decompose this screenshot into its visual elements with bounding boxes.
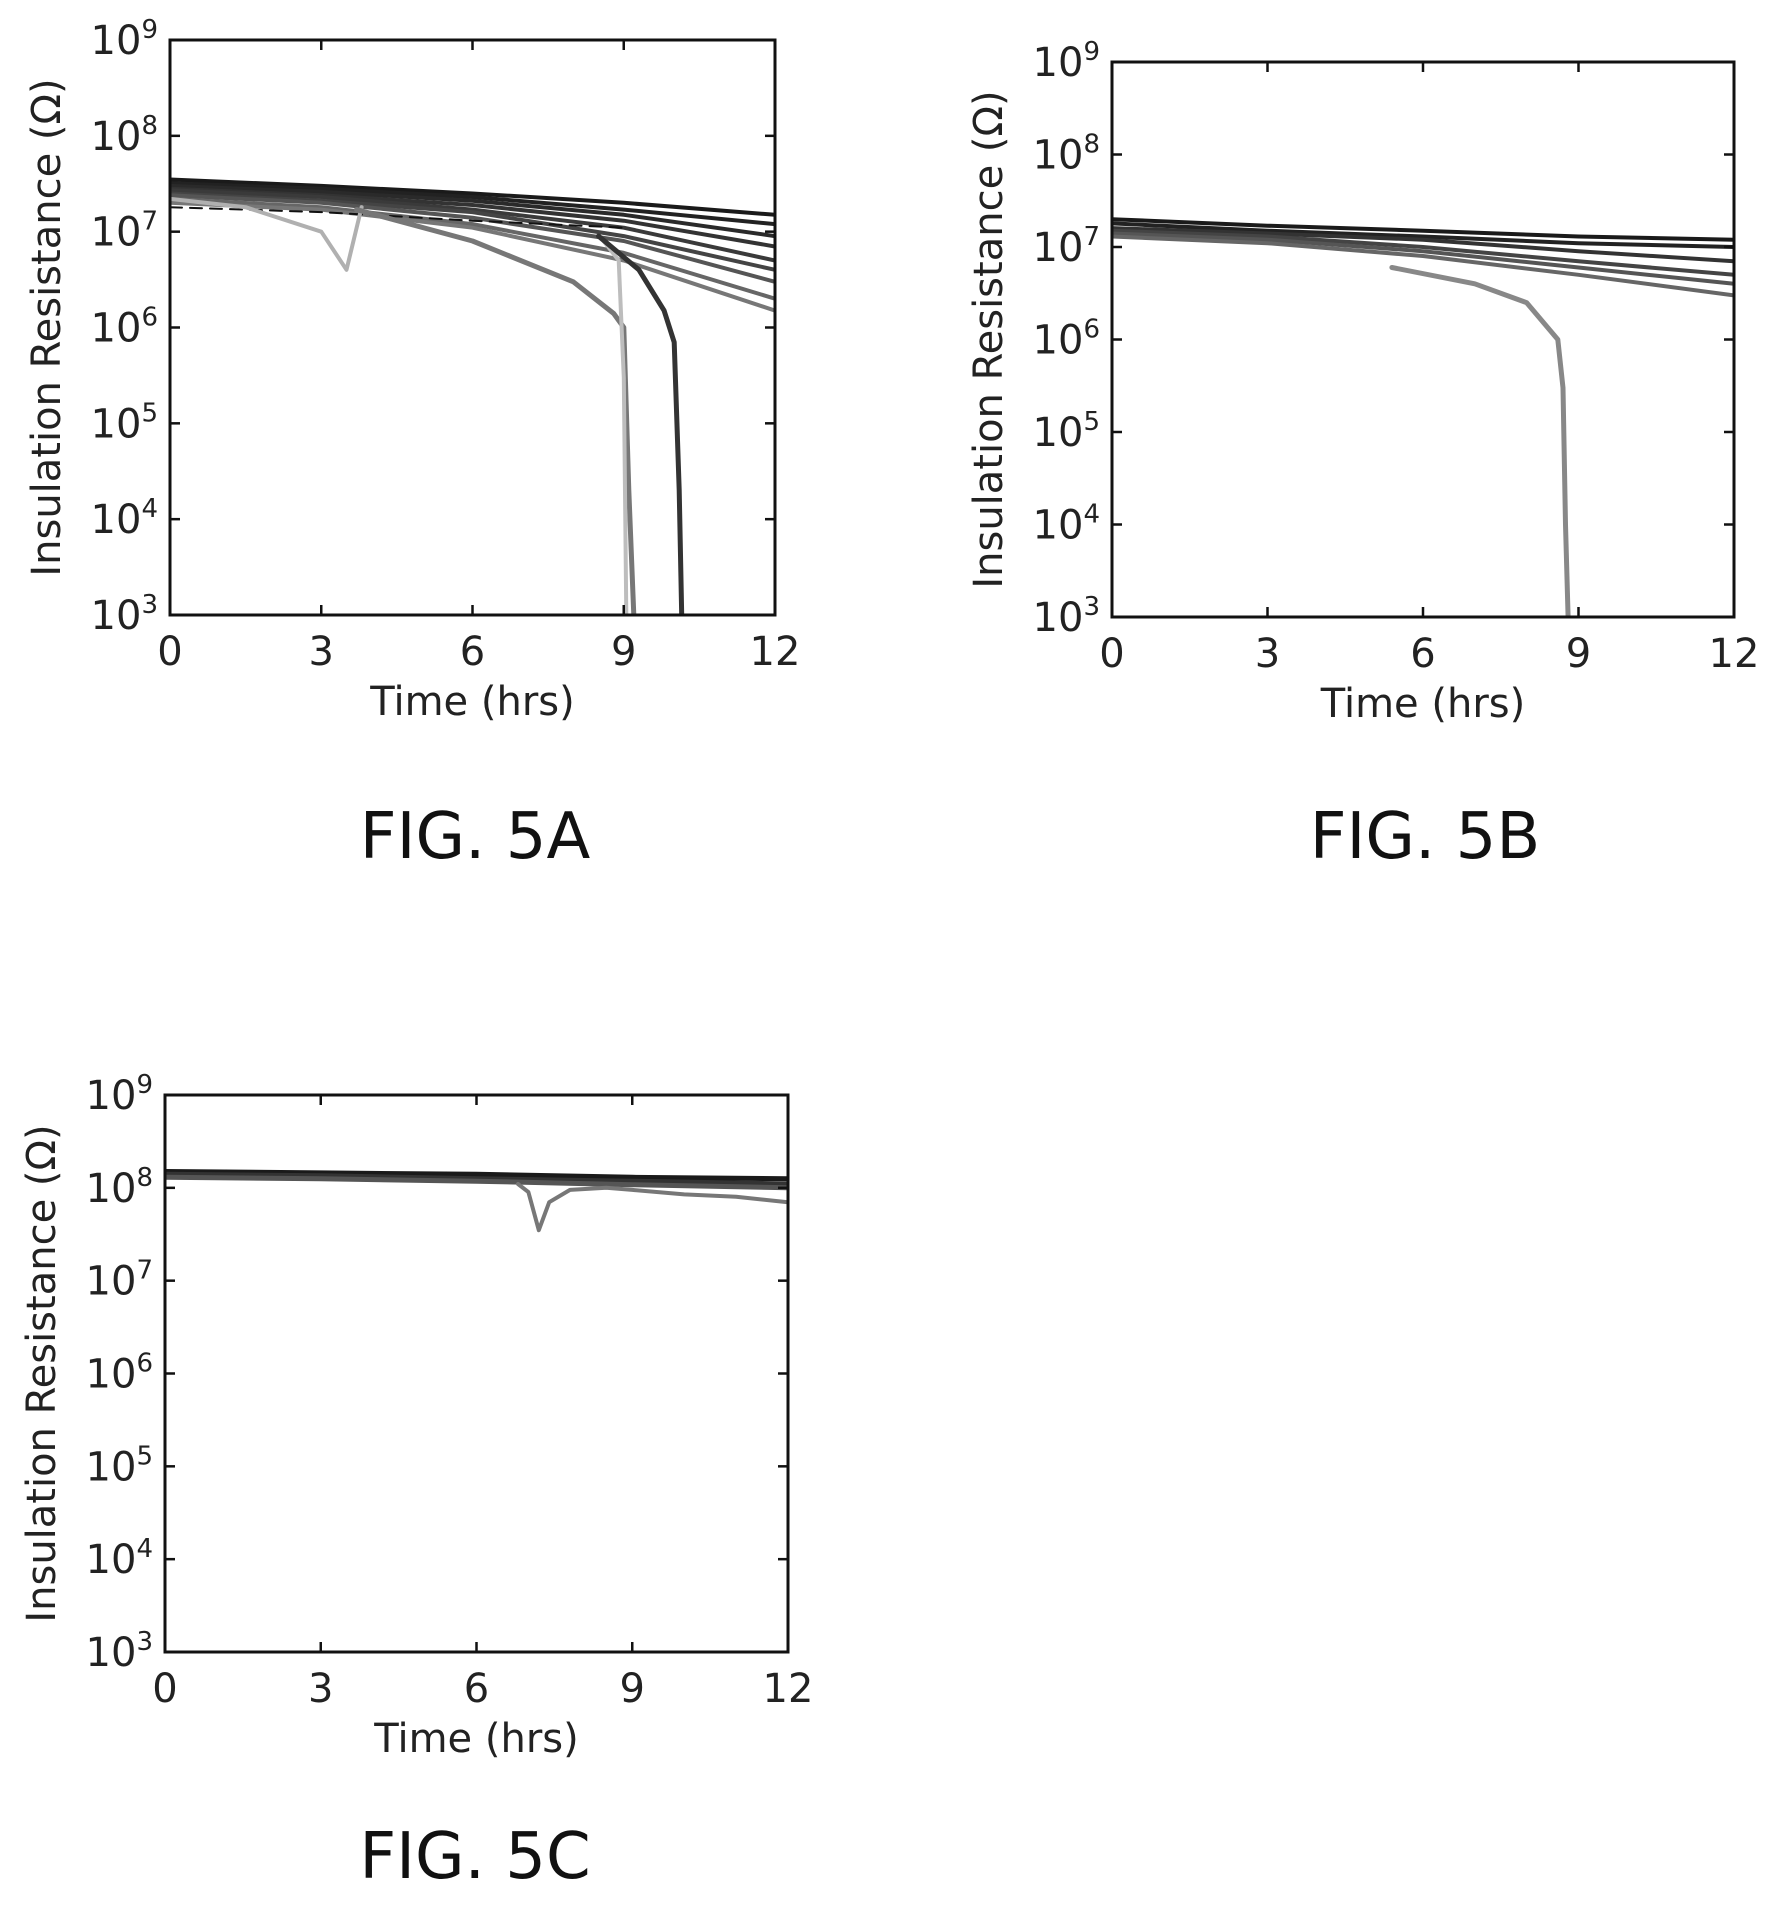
series-line-7 bbox=[170, 193, 775, 284]
x-tick-label: 9 bbox=[1566, 631, 1591, 677]
x-tick-label: 6 bbox=[1410, 631, 1435, 677]
series-line-14 bbox=[596, 233, 685, 615]
chart-fig-5c: 0 3 6 9 12 103 104 105 106 107 108 109 Time (hrs) Ins… bbox=[19, 1070, 813, 1894]
y-axis-title: Insulation Resistance (Ω) bbox=[966, 90, 1012, 588]
x-axis-title: Time (hrs) bbox=[1320, 681, 1525, 727]
x-tick-label: 3 bbox=[309, 629, 334, 675]
series-line-2 bbox=[1112, 221, 1734, 249]
series-group bbox=[165, 1169, 788, 1233]
chart-fig-5b: 0 3 6 9 12 103 104 105 106 107 108 109 Time (hrs) Ins… bbox=[966, 37, 1759, 874]
y-tick-label: 108 bbox=[91, 111, 158, 160]
chart-fig-5a: 0 3 6 9 12 103 104 105 106 107 108 109 Time (hrs) Ins… bbox=[24, 15, 800, 874]
y-tick-label: 107 bbox=[91, 207, 158, 256]
figure-label-5c: FIG. 5C bbox=[359, 1820, 590, 1894]
x-tick-label: 3 bbox=[1255, 631, 1280, 677]
y-tick-label: 107 bbox=[86, 1256, 153, 1305]
x-tick-label: 12 bbox=[750, 629, 801, 675]
y-tick-label: 105 bbox=[1033, 407, 1100, 456]
x-axis-title: Time (hrs) bbox=[373, 1716, 578, 1762]
x-tick-label: 6 bbox=[460, 629, 485, 675]
series-line-4 bbox=[516, 1182, 788, 1233]
series-line-11 bbox=[170, 196, 364, 272]
y-tick-label: 108 bbox=[86, 1163, 153, 1212]
y-tick-label: 106 bbox=[91, 303, 158, 352]
series-line-2 bbox=[170, 181, 775, 227]
y-tick-label: 104 bbox=[91, 494, 158, 543]
x-tick-label: 9 bbox=[611, 629, 636, 675]
plot-frame bbox=[168, 38, 777, 617]
x-tick-label: 3 bbox=[308, 1666, 333, 1712]
x-tick-label: 6 bbox=[464, 1666, 489, 1712]
series-line-5 bbox=[1112, 231, 1734, 286]
y-tick-label: 106 bbox=[86, 1349, 153, 1398]
x-tick-label: 0 bbox=[1099, 631, 1124, 677]
series-line-9 bbox=[170, 200, 775, 313]
x-tick-label: 0 bbox=[157, 629, 182, 675]
series-line-1 bbox=[165, 1169, 788, 1182]
y-tick-label: 108 bbox=[1033, 130, 1100, 179]
y-tick-label: 109 bbox=[1033, 37, 1100, 86]
y-tick-label: 106 bbox=[1033, 315, 1100, 364]
y-axis-title: Insulation Resistance (Ω) bbox=[19, 1124, 65, 1622]
series-line-3 bbox=[1112, 226, 1734, 264]
series-group bbox=[1112, 217, 1734, 617]
y-tick-label: 109 bbox=[91, 15, 158, 64]
series-line-1 bbox=[1112, 217, 1734, 242]
figure-label-5b: FIG. 5B bbox=[1310, 800, 1541, 874]
series-line-4 bbox=[1112, 228, 1734, 277]
x-tick-label: 0 bbox=[152, 1666, 177, 1712]
x-tick-label: 9 bbox=[620, 1666, 645, 1712]
series-line-6 bbox=[1112, 234, 1734, 298]
x-tick-label: 12 bbox=[763, 1666, 814, 1712]
y-tick-label: 104 bbox=[86, 1534, 153, 1583]
series-line-12 bbox=[354, 207, 637, 615]
y-tick-label: 105 bbox=[91, 398, 158, 447]
figure-label-5a: FIG. 5A bbox=[360, 800, 591, 874]
series-line-8 bbox=[170, 196, 775, 301]
series-line-3 bbox=[165, 1174, 788, 1191]
y-axis-title: Insulation Resistance (Ω) bbox=[24, 78, 70, 576]
series-line-3 bbox=[170, 183, 775, 239]
series-line-10 bbox=[170, 206, 625, 229]
y-tick-label: 105 bbox=[86, 1441, 153, 1490]
series-group bbox=[170, 177, 775, 615]
y-tick-label: 103 bbox=[86, 1627, 153, 1676]
x-tick-label: 12 bbox=[1709, 631, 1760, 677]
y-tick-label: 103 bbox=[91, 590, 158, 639]
y-tick-label: 103 bbox=[1033, 592, 1100, 641]
series-line-7 bbox=[1389, 265, 1571, 617]
series-line-13 bbox=[601, 239, 629, 615]
series-line-1 bbox=[170, 177, 775, 217]
y-tick-label: 109 bbox=[86, 1070, 153, 1119]
y-tick-label: 107 bbox=[1033, 222, 1100, 271]
series-line-5 bbox=[170, 188, 775, 263]
plot-frame bbox=[1110, 60, 1736, 619]
y-tick-label: 104 bbox=[1033, 500, 1100, 549]
x-axis-title: Time (hrs) bbox=[369, 679, 574, 725]
